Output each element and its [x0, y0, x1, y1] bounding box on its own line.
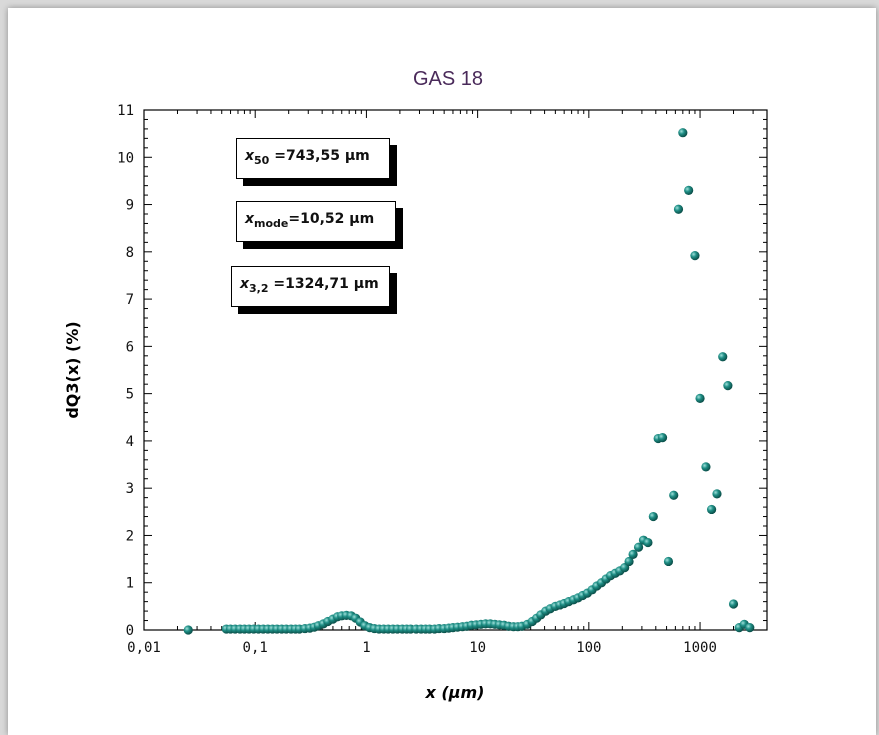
x50-value: =743,55 µm [269, 148, 370, 164]
x-tick-label: 100 [576, 640, 601, 656]
x32-value: =1324,71 µm [268, 276, 379, 292]
x32-info-box: x3,2 =1324,71 µm [231, 266, 390, 307]
data-point [678, 128, 688, 138]
y-tick-label: 2 [126, 528, 134, 544]
x50-info-box: x50 =743,55 µm [236, 138, 390, 179]
x-axis-label: x (µm) [425, 683, 485, 702]
y-tick-label: 10 [117, 150, 134, 166]
axis-ticks [143, 109, 768, 631]
chart-card: GAS 18 0 1 2 3 4 5 6 7 8 9 10 11 0,01 0,1 1 10 100 1000 x… [8, 8, 876, 735]
data-point [624, 556, 634, 567]
x-tick-label: 0,01 [127, 640, 161, 656]
y-tick-label: 9 [126, 198, 134, 214]
x-tick-label: 1000 [683, 640, 717, 656]
axis-tick-labels: 0 1 2 3 4 5 6 7 8 9 10 11 0,01 0,1 1 10 100 1000 [117, 103, 717, 656]
y-axis-label: dQ3(x) (%) [63, 321, 82, 418]
data-point [690, 251, 700, 261]
data-point [745, 623, 755, 633]
scatter-chart: GAS 18 0 1 2 3 4 5 6 7 8 9 10 11 0,01 0,1 1 10 100 1000 x… [63, 68, 768, 702]
data-point [669, 490, 679, 500]
data-point [718, 352, 728, 362]
x32-symbol: x [240, 276, 250, 292]
x-tick-label: 1 [362, 640, 370, 656]
x-tick-label: 0,1 [243, 640, 268, 656]
data-point [628, 549, 638, 559]
data-point [183, 625, 193, 635]
data-point [728, 599, 739, 609]
x-tick-label: 10 [469, 640, 486, 656]
chart-title: GAS 18 [413, 68, 483, 90]
data-point [684, 185, 694, 195]
y-tick-label: 5 [126, 387, 134, 403]
y-tick-label: 4 [126, 434, 134, 450]
data-points [183, 128, 755, 635]
data-point [657, 433, 668, 443]
y-tick-label: 7 [126, 292, 134, 308]
data-point [633, 542, 644, 552]
xmode-symbol: x [245, 211, 255, 227]
xmode-subscript: mode [254, 217, 289, 230]
y-tick-label: 1 [126, 576, 134, 592]
x32-subscript: 3,2 [249, 282, 269, 295]
plot-area-frame [143, 109, 768, 631]
y-tick-label: 6 [126, 339, 134, 355]
x50-symbol: x [245, 148, 255, 164]
y-tick-label: 11 [117, 103, 134, 119]
xmode-info-box: xmode=10,52 µm [236, 201, 396, 242]
y-tick-label: 0 [126, 623, 134, 639]
data-point [648, 511, 658, 522]
data-point [643, 537, 653, 548]
data-point [695, 393, 705, 403]
data-point [712, 489, 722, 499]
data-point [706, 504, 717, 515]
data-point [663, 556, 674, 567]
y-tick-label: 3 [126, 481, 134, 497]
y-tick-label: 8 [126, 245, 134, 261]
data-point [673, 204, 684, 214]
xmode-value: =10,52 µm [288, 211, 375, 227]
x50-subscript: 50 [254, 154, 270, 167]
data-point [723, 381, 733, 391]
data-point [701, 462, 711, 472]
